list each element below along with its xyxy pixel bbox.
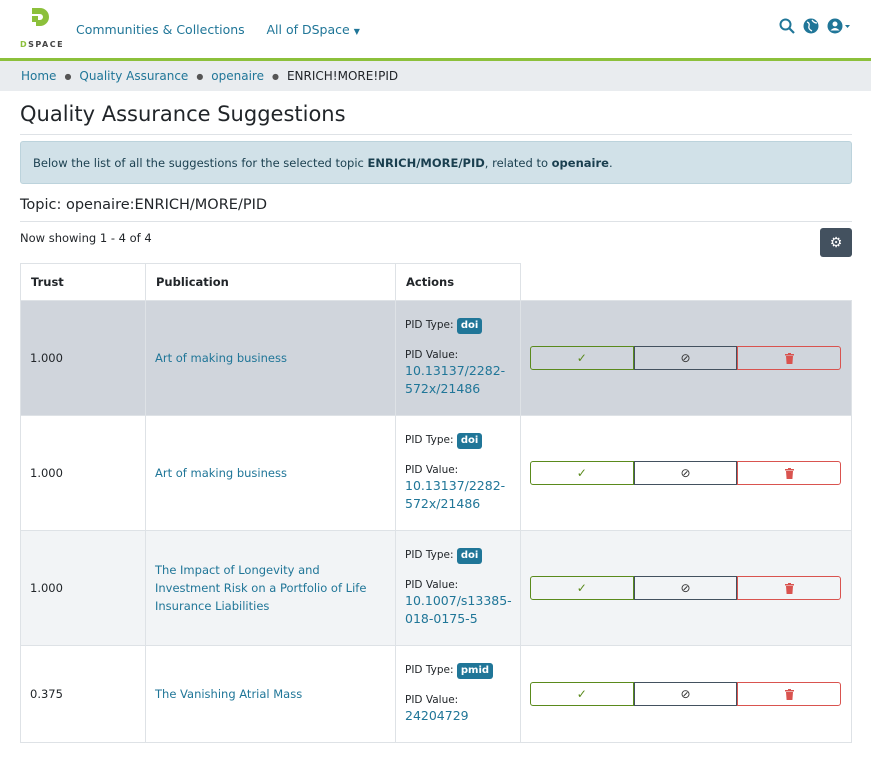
ban-icon: ⊘ <box>680 687 691 701</box>
pid-value-label: PID Value: <box>405 463 459 476</box>
pagination-settings-button[interactable]: ⚙ <box>820 228 852 257</box>
pid-type-label: PID Type: <box>405 433 454 446</box>
publication-link[interactable]: The Vanishing Atrial Mass <box>155 687 303 701</box>
check-icon: ✓ <box>576 581 587 595</box>
action-buttons: ✓ ⊘ <box>530 461 842 485</box>
breadcrumb-separator: ● <box>271 71 279 81</box>
publication-link[interactable]: Art of making business <box>155 351 287 365</box>
accept-button[interactable]: ✓ <box>530 346 634 370</box>
table-row: 1.000 Art of making business PID Type: d… <box>20 300 852 416</box>
pid-type-badge: doi <box>456 547 483 564</box>
globe-icon[interactable] <box>803 18 819 34</box>
action-buttons: ✓ ⊘ <box>530 682 842 706</box>
pid-value-label: PID Value: <box>405 578 459 591</box>
pid-value-link[interactable]: 10.13137/2282-572x/21486 <box>405 363 506 397</box>
pid-value-label: PID Value: <box>405 348 459 361</box>
reject-button[interactable] <box>737 346 842 370</box>
header-actions: Actions <box>395 263 521 301</box>
pid-value-link[interactable]: 10.13137/2282-572x/21486 <box>405 478 506 512</box>
table-row: 1.000 Art of making business PID Type: d… <box>20 415 852 531</box>
ban-icon: ⊘ <box>680 351 691 365</box>
alert-suffix: . <box>608 155 613 170</box>
breadcrumb-quality-assurance[interactable]: Quality Assurance <box>79 69 189 83</box>
breadcrumb-separator: ● <box>64 71 72 81</box>
ignore-button[interactable]: ⊘ <box>633 461 738 485</box>
pid-type-badge: doi <box>456 317 483 334</box>
pid-value-link[interactable]: 24204729 <box>405 708 469 724</box>
trash-icon <box>784 582 794 594</box>
trash-icon <box>784 688 794 700</box>
ignore-button[interactable]: ⊘ <box>633 682 738 706</box>
pid-value-link[interactable]: 10.1007/s13385-018-0175-5 <box>405 593 512 627</box>
trust-cell: 1.000 <box>20 530 146 646</box>
breadcrumb-home[interactable]: Home <box>21 69 57 83</box>
navbar: DSPACE Communities & Collections All of … <box>0 0 871 58</box>
pid-type-label: PID Type: <box>405 548 454 561</box>
alert-middle: , related to <box>484 155 552 170</box>
table-row: 0.375 The Vanishing Atrial Mass PID Type… <box>20 645 852 743</box>
accept-button[interactable]: ✓ <box>530 682 634 706</box>
alert-prefix: Below the list of all the suggestions fo… <box>33 155 368 170</box>
action-buttons: ✓ ⊘ <box>530 346 842 370</box>
dspace-logo[interactable]: DSPACE <box>20 6 65 52</box>
nav-communities-collections[interactable]: Communities & Collections <box>76 21 245 37</box>
table-row: 1.000 The Impact of Longevity and Invest… <box>20 530 852 646</box>
pid-type-badge: doi <box>456 432 483 449</box>
reject-button[interactable] <box>737 682 842 706</box>
trust-cell: 0.375 <box>20 645 146 743</box>
check-icon: ✓ <box>576 351 587 365</box>
reject-button[interactable] <box>737 461 842 485</box>
reject-button[interactable] <box>737 576 842 600</box>
user-icon[interactable] <box>827 18 851 34</box>
nav-all-of-dspace[interactable]: All of DSpace ▼ <box>267 22 360 37</box>
trash-icon <box>784 467 794 479</box>
breadcrumb-current: ENRICH!MORE!PID <box>286 69 399 83</box>
ban-icon: ⊘ <box>680 581 691 595</box>
suggestions-table: Trust Publication Actions 1.000 Art of m… <box>20 263 852 743</box>
header-publication: Publication <box>145 263 396 301</box>
dspace-logo-icon <box>32 8 49 26</box>
ban-icon: ⊘ <box>680 466 691 480</box>
pid-type-label: PID Type: <box>405 318 454 331</box>
search-icon[interactable] <box>779 18 795 34</box>
accept-button[interactable]: ✓ <box>530 576 634 600</box>
breadcrumb-separator: ● <box>196 71 204 81</box>
caret-down-icon: ▼ <box>353 26 360 36</box>
accept-button[interactable]: ✓ <box>530 461 634 485</box>
pid-type-badge: pmid <box>456 662 494 679</box>
gear-icon: ⚙ <box>829 234 843 251</box>
trust-cell: 1.000 <box>20 415 146 531</box>
logo-wordmark: DSPACE <box>20 40 65 49</box>
check-icon: ✓ <box>576 687 587 701</box>
alert-topic: ENRICH/MORE/PID <box>367 155 485 170</box>
check-icon: ✓ <box>576 466 587 480</box>
breadcrumb: Home ● Quality Assurance ● openaire ● ENRIC… <box>0 61 871 91</box>
publication-link[interactable]: Art of making business <box>155 466 287 480</box>
ignore-button[interactable]: ⊘ <box>633 346 738 370</box>
breadcrumb-openaire[interactable]: openaire <box>211 69 264 83</box>
divider <box>20 134 852 135</box>
info-alert: Below the list of all the suggestions fo… <box>20 141 852 184</box>
pid-value-label: PID Value: <box>405 693 459 706</box>
navbar-actions <box>779 18 851 34</box>
action-buttons: ✓ ⊘ <box>530 576 842 600</box>
trust-cell: 1.000 <box>20 300 146 416</box>
divider <box>20 221 852 222</box>
header-trust: Trust <box>20 263 146 301</box>
pagination-info: Now showing 1 - 4 of 4 <box>20 231 152 245</box>
page-title: Quality Assurance Suggestions <box>20 102 346 126</box>
main-nav: Communities & Collections All of DSpace … <box>76 22 378 37</box>
trash-icon <box>784 352 794 364</box>
ignore-button[interactable]: ⊘ <box>633 576 738 600</box>
nav-all-label: All of DSpace <box>266 21 350 37</box>
header-empty <box>520 263 852 301</box>
header-accent-bar <box>0 58 871 61</box>
publication-link[interactable]: The Impact of Longevity and Investment R… <box>155 563 367 613</box>
topic-heading: Topic: openaire:ENRICH/MORE/PID <box>20 197 268 213</box>
pid-type-label: PID Type: <box>405 663 454 676</box>
alert-source: openaire <box>551 155 609 170</box>
